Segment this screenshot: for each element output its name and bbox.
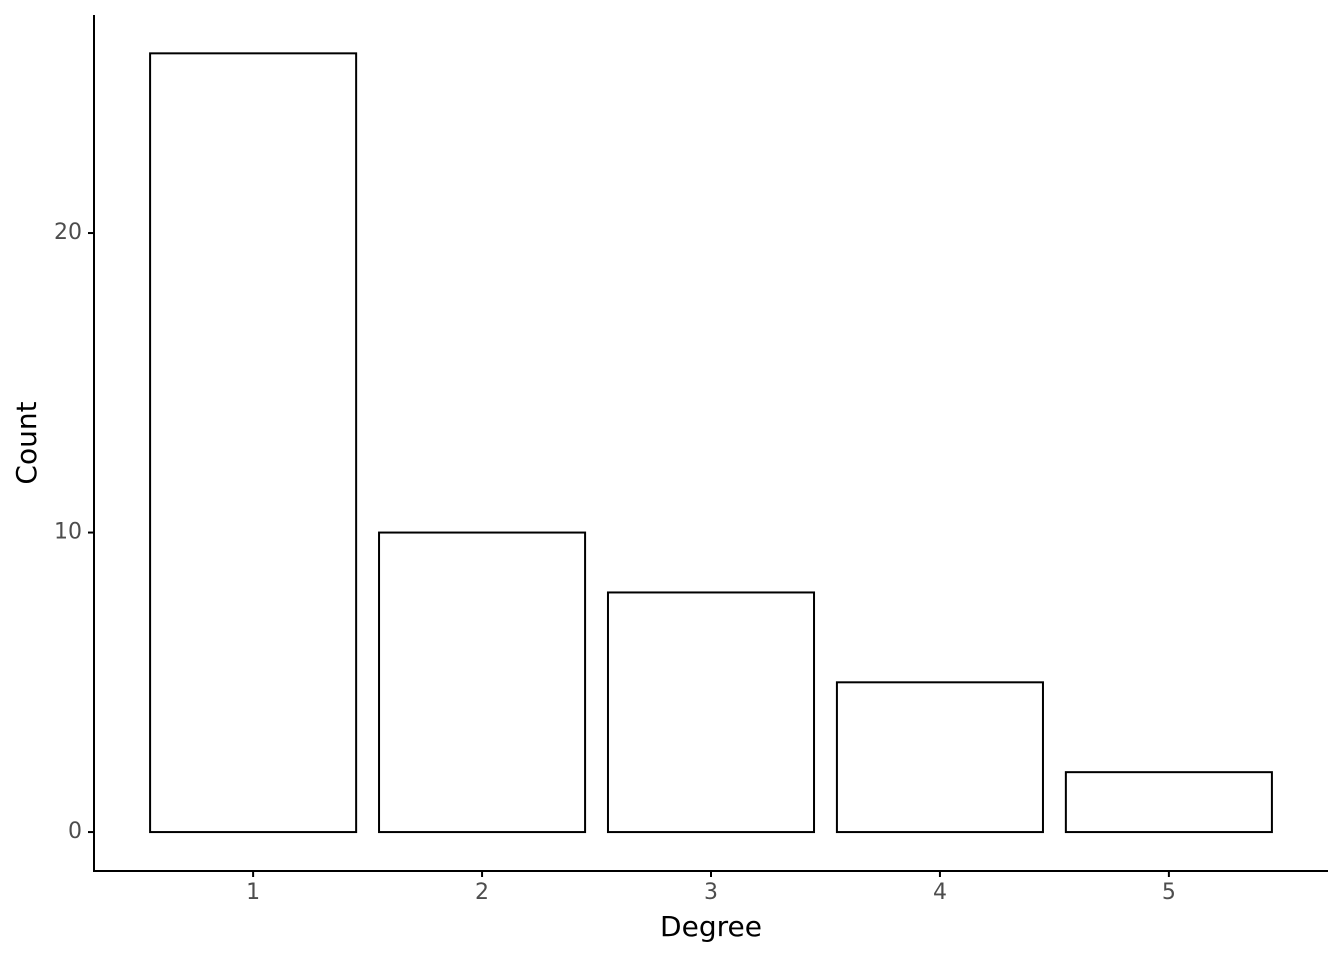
bar: [149, 52, 358, 834]
x-tick-label: 5: [1162, 880, 1176, 905]
x-tick-label: 4: [933, 880, 947, 905]
y-tick-label: 0: [68, 819, 82, 844]
bar: [378, 531, 587, 834]
x-tick-label: 3: [704, 880, 718, 905]
bar: [835, 681, 1044, 834]
x-axis-title: Degree: [660, 910, 762, 943]
y-axis-title: Count: [10, 401, 43, 484]
bar: [606, 591, 816, 834]
y-tick-label: 20: [54, 220, 82, 245]
x-tick-label: 1: [246, 880, 260, 905]
x-tick-label: 2: [475, 880, 489, 905]
bar: [1064, 771, 1273, 834]
y-tick-label: 10: [54, 520, 82, 545]
